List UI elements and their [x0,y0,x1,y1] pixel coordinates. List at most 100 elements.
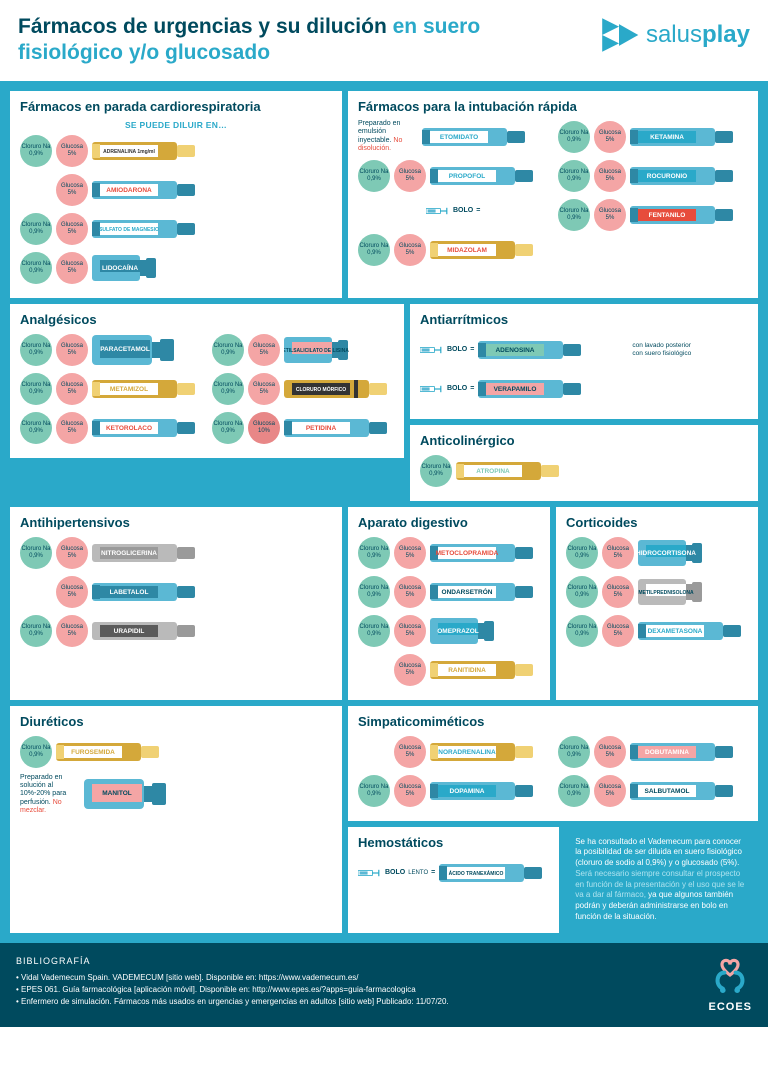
vial-sulfato-de-magnesio: SULFATO DE MAGNESIO [92,214,242,244]
svg-text:PETIDINA: PETIDINA [306,425,337,432]
ecoes-text: ECOES [708,999,752,1016]
svg-text:METAMIZOL: METAMIZOL [110,386,148,393]
play-icon [598,14,640,56]
svg-text:METILPREDNISOLONA: METILPREDNISOLONA [638,590,694,596]
vial-hidrocortisona: HIDROCORTISONA [638,538,748,568]
svg-text:MIDAZOLAM: MIDAZOLAM [447,247,487,254]
vial-metamizol: METAMIZOL [92,374,202,404]
section-diureticos: DiuréticosCloruro Na0,9%FUROSEMIDAPrepar… [10,706,342,933]
diluent-circle-glucosa5: Glucosa5% [394,615,426,647]
vial-ranitidina: RANITIDINA [430,655,540,685]
vial-dopamina: DOPAMINA [430,776,548,806]
diluent-circle-glucosa5: Glucosa5% [394,234,426,266]
svg-text:KETOROLACO: KETOROLACO [106,425,152,432]
diluent-circle-cloruro: Cloruro Na0,9% [566,537,598,569]
diluent-circle-cloruro: Cloruro Na0,9% [20,537,52,569]
page-title: Fármacos de urgencias y su dilución en s… [18,14,582,67]
vial-propofol: PROPOFOL [430,161,548,191]
svg-text:ATROPINA: ATROPINA [476,468,510,475]
svg-text:LIDOCAÍNA: LIDOCAÍNA [102,263,138,272]
diluent-circle-glucosa5: Glucosa5% [394,160,426,192]
diluent-circle-cloruro: Cloruro Na0,9% [358,576,390,608]
section-parada: Fármacos en parada cardiorespiratoriaSE … [10,91,342,298]
diluent-circle-cloruro: Cloruro Na0,9% [358,537,390,569]
diluent-circle-glucosa5: Glucosa5% [602,537,634,569]
logo-text2: play [702,21,750,48]
vial-manitol: MANITOL [84,779,234,809]
svg-text:MANITOL: MANITOL [102,790,132,797]
drug-row: Preparado en solución al 10%-20% para pe… [20,774,332,816]
vial-fentanilo: FENTANILO [630,200,748,230]
diluent-circle-cloruro: Cloruro Na0,9% [212,334,244,366]
vial-etomidato: ETOMIDATO [422,122,548,152]
drug-row: Cloruro Na0,9%Glucosa5%DOBUTAMINA [558,735,748,769]
section-subtitle: SE PUEDE DILUIR EN… [20,120,332,130]
bibliography: BIBLIOGRAFÍA • Vidal Vademecum Spain. VA… [16,955,688,1016]
vial-paracetamol: PARACETAMOL [92,335,202,365]
svg-text:DOPAMINA: DOPAMINA [450,788,485,795]
diluent-circle-cloruro: Cloruro Na0,9% [358,775,390,807]
drug-row: Cloruro Na0,9%Glucosa5%HIDROCORTISONA [566,536,748,570]
svg-text:ÁCIDO TRANEXÁMICO: ÁCIDO TRANEXÁMICO [449,870,504,877]
diluent-circle-glucosa5: Glucosa5% [594,775,626,807]
info-note: Se ha consultado el Vademecum para conoc… [565,827,758,933]
section-title: Anticolinérgico [420,433,748,448]
diluent-circle-cloruro: Cloruro Na0,9% [566,615,598,647]
vial-ketamina: KETAMINA [630,122,748,152]
drug-row: Cloruro Na0,9%Glucosa10%PETIDINA [212,411,394,445]
diluent-circle-glucosa5: Glucosa5% [56,135,88,167]
diluent-circle-glucosa5: Glucosa5% [56,252,88,284]
vial-omeprazol: OMEPRAZOL [430,616,540,646]
section-corticoides: CorticoidesCloruro Na0,9%Glucosa5%HIDROC… [556,507,758,700]
diluent-circle-glucosa5: Glucosa5% [394,654,426,686]
vial-adenosina: ADENOSINA [478,335,628,365]
vial-noradrenalina: NORADRENALINA [430,737,548,767]
svg-text:PROPOFOL: PROPOFOL [449,173,486,180]
diluent-circle-glucosa5: Glucosa5% [248,334,280,366]
diluent-circle-glucosa10: Glucosa10% [248,412,280,444]
section-simpaticomimeticos: SimpaticomiméticosGlucosa5%NORADRENALINA… [348,706,758,821]
syringe-bolo: BOLOLENTO= [358,868,435,878]
diluent-circle-glucosa5: Glucosa5% [594,160,626,192]
diluent-circle-glucosa5: Glucosa5% [56,576,88,608]
drug-row: BOLO=ADENOSINAcon lavado posterior con s… [420,333,748,367]
drug-row: BOLO=VERAPAMILO [420,372,748,406]
vial-dexametasona: DEXAMETASONA [638,616,748,646]
drug-row: Cloruro Na0,9%Glucosa5%SULFATO DE MAGNES… [20,212,332,246]
vial-amiodarona: AMIODARONA [92,175,242,205]
diluent-circle-cloruro: Cloruro Na0,9% [558,736,590,768]
vial-furosemida: FUROSEMIDA [56,737,206,767]
svg-text:PARACETAMOL: PARACETAMOL [100,346,150,353]
vial-dobutamina: DOBUTAMINA [630,737,748,767]
drug-row: Cloruro Na0,9%Glucosa5%PROPOFOL [358,159,548,193]
section-title: Analgésicos [20,312,394,327]
ecoes-logo: ECOES [708,955,752,1016]
diluent-circle-glucosa5: Glucosa5% [394,576,426,608]
section-antiarritmicos: AntiarrítmicosBOLO=ADENOSINAcon lavado p… [410,304,758,419]
diluent-circle-glucosa5: Glucosa5% [56,174,88,206]
diluent-circle-glucosa5: Glucosa5% [56,373,88,405]
logo-text1: salus [646,21,702,48]
salusplay-logo: salusplay [598,14,750,56]
main-grid: Fármacos en parada cardiorespiratoriaSE … [0,81,768,943]
svg-text:ADENOSINA: ADENOSINA [496,347,535,354]
svg-text:ACETILSALICILATO DE LISINA: ACETILSALICILATO DE LISINA [284,348,349,354]
section-title: Aparato digestivo [358,515,540,530]
diluent-circle-glucosa5: Glucosa5% [56,537,88,569]
section-antihipertensivos: AntihipertensivosCloruro Na0,9%Glucosa5%… [10,507,342,700]
diluent-circle-cloruro: Cloruro Na0,9% [20,334,52,366]
syringe-bolo: BOLO= [420,345,474,355]
diluent-circle-glucosa5: Glucosa5% [394,775,426,807]
drug-row: Glucosa5%AMIODARONA [20,173,332,207]
diluent-circle-glucosa5: Glucosa5% [602,615,634,647]
title-dark: Fármacos de urgencias y su dilución [18,15,393,38]
diluent-circle-cloruro: Cloruro Na0,9% [358,234,390,266]
section-title: Fármacos para la intubación rápida [358,99,748,114]
section-intubacion: Fármacos para la intubación rápidaPrepar… [348,91,758,298]
vial-urapidil: URAPIDIL [92,616,242,646]
drug-row: Cloruro Na0,9%Glucosa5%METILPREDNISOLONA [566,575,748,609]
svg-text:FUROSEMIDA: FUROSEMIDA [71,749,115,756]
header: Fármacos de urgencias y su dilución en s… [0,0,768,81]
svg-text:LABETALOL: LABETALOL [110,589,149,596]
diluent-circle-glucosa5: Glucosa5% [56,412,88,444]
